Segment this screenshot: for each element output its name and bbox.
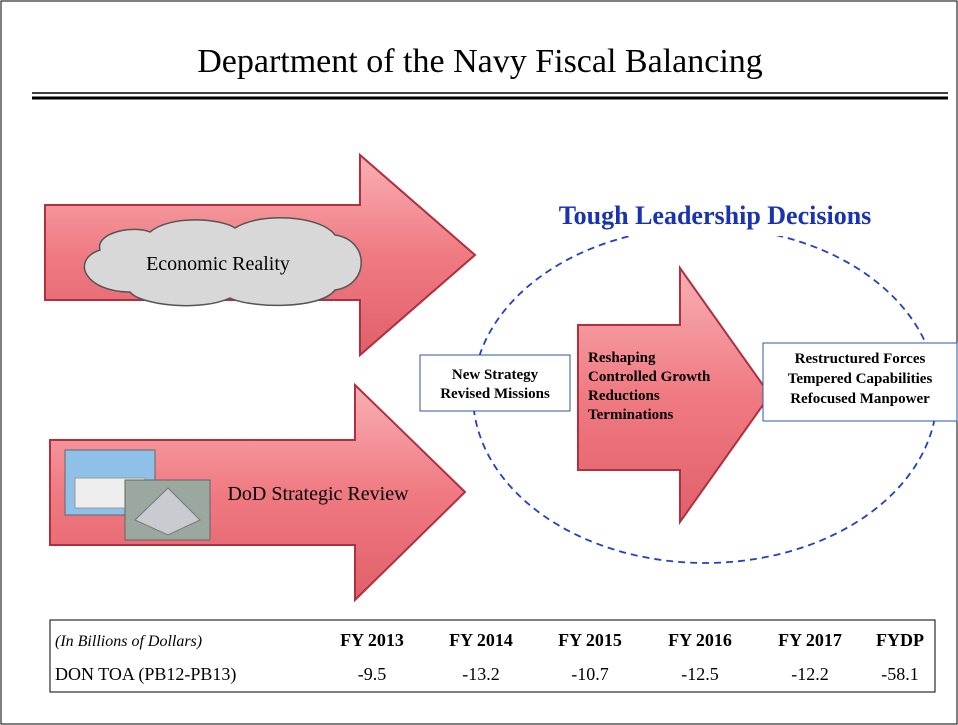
table-cell: -58.1 <box>881 664 919 684</box>
column-header: FY 2014 <box>449 630 513 650</box>
column-header: FY 2013 <box>340 630 404 650</box>
table-cell: -13.2 <box>462 664 500 684</box>
table-cell: -12.5 <box>681 664 719 684</box>
column-header: FY 2016 <box>668 630 732 650</box>
column-header: FY 2015 <box>558 630 622 650</box>
box-line: Controlled Growth <box>588 369 711 385</box>
box-line: Reductions <box>588 388 660 404</box>
column-header: FYDP <box>876 630 924 650</box>
table-cell: -10.7 <box>571 664 609 684</box>
column-header: FY 2017 <box>778 630 842 650</box>
page: Department of the Navy Fiscal Balancing … <box>0 0 958 725</box>
input-box <box>420 355 570 411</box>
arrow-label: DoD Strategic Review <box>227 483 409 505</box>
row-label: DON TOA (PB12-PB13) <box>55 664 236 685</box>
box-line: Tempered Capabilities <box>788 371 933 387</box>
box-line: Reshaping <box>588 350 656 366</box>
arrow-label: Economic Reality <box>146 253 290 275</box>
slide: Department of the Navy Fiscal Balancing … <box>0 0 958 725</box>
box-line: Refocused Manpower <box>790 391 930 407</box>
box-line: Terminations <box>588 407 673 423</box>
box-line: Revised Missions <box>440 386 550 402</box>
box-line: New Strategy <box>452 367 539 383</box>
slide-title: Department of the Navy Fiscal Balancing <box>197 43 763 80</box>
table-caption: (In Billions of Dollars) <box>55 633 202 650</box>
heading: Tough Leadership Decisions <box>559 201 872 230</box>
table-cell: -9.5 <box>358 664 387 684</box>
box-line: Restructured Forces <box>795 351 926 367</box>
table-cell: -12.2 <box>791 664 829 684</box>
